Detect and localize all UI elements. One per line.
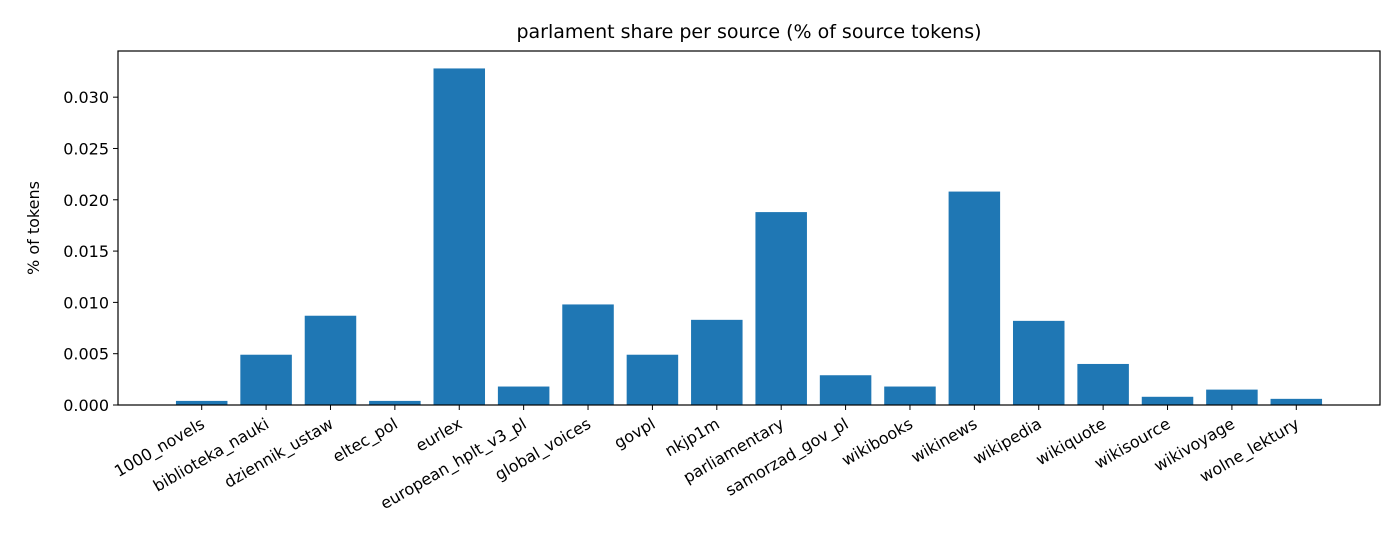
- x-tick-label: eltec_pol: [329, 414, 401, 467]
- bar: [1270, 398, 1323, 405]
- bar: [691, 319, 743, 405]
- x-tick-label: wikibooks: [838, 414, 916, 470]
- x-tick-label: wikipedia: [970, 414, 1045, 468]
- bar: [819, 375, 872, 405]
- x-tick-label: govpl: [611, 414, 659, 452]
- chart-title: parlament share per source (% of source …: [516, 21, 981, 43]
- bar: [1141, 396, 1194, 405]
- bar: [497, 386, 550, 405]
- bar: [175, 400, 228, 405]
- bar: [304, 315, 357, 405]
- x-tick-label: wikinews: [908, 414, 980, 467]
- y-axis-label: % of tokens: [24, 181, 43, 275]
- x-tick-label: samorzad_gov_pl: [722, 414, 852, 501]
- bar: [1077, 363, 1129, 405]
- bar: [1206, 389, 1258, 405]
- y-tick-label: 0.025: [63, 139, 109, 158]
- bar: [884, 386, 936, 405]
- bar: [240, 354, 292, 405]
- x-tick-label: dziennik_ustaw: [221, 414, 337, 493]
- bar: [1012, 320, 1065, 405]
- bar: [562, 304, 614, 405]
- bar: [626, 354, 679, 405]
- bar: [369, 400, 421, 405]
- y-tick-label: 0.020: [63, 191, 109, 210]
- plot-frame: [117, 50, 1381, 406]
- y-tick-label: 0.010: [63, 293, 109, 312]
- bar: [433, 68, 486, 405]
- y-tick-label: 0.015: [63, 242, 109, 261]
- y-tick-label: 0.030: [63, 88, 109, 107]
- bar: [948, 191, 1001, 405]
- bar: [755, 212, 807, 405]
- y-tick-label: 0.000: [63, 396, 109, 415]
- y-tick-label: 0.005: [63, 345, 109, 364]
